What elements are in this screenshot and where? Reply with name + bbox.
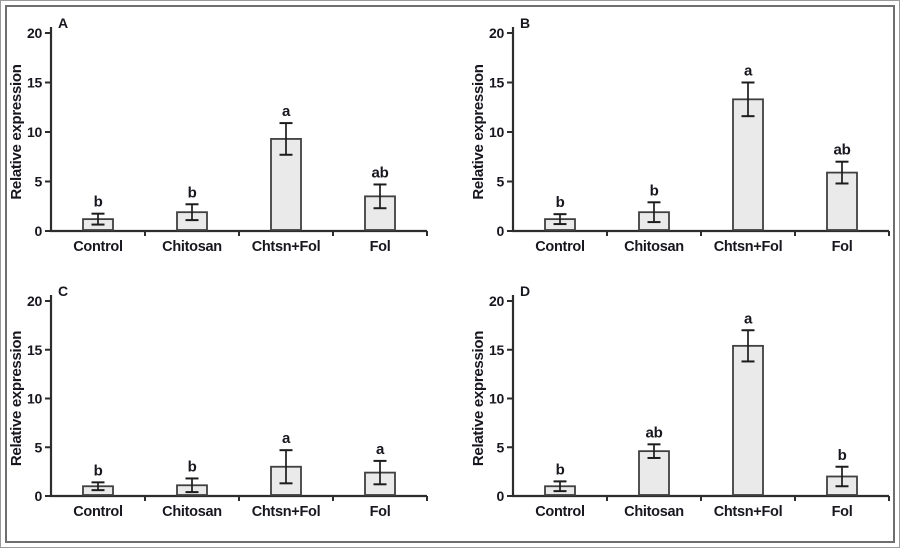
y-tick-label: 0 (35, 488, 43, 504)
x-category-label: Control (535, 239, 584, 255)
y-tick-label: 15 (489, 342, 504, 358)
bar-chart-a: A Relative expression 0 5 10 15 20 b Control b Chi… (8, 15, 428, 255)
y-tick-label: 5 (497, 439, 505, 455)
y-tick-label: 20 (489, 25, 504, 41)
y-tick-label: 5 (35, 174, 43, 190)
y-tick-label: 0 (497, 223, 505, 239)
y-tick-label: 10 (489, 124, 504, 140)
panel-letter: D (520, 283, 530, 299)
y-tick-label: 10 (27, 124, 42, 140)
x-category-label: Fol (832, 504, 853, 520)
bar-chart-b: B Relative expression 0 5 10 15 20 b Control b Chi… (470, 15, 890, 255)
significance-letter: a (744, 63, 753, 80)
y-tick-label: 15 (27, 75, 42, 91)
y-tick-label: 10 (27, 391, 42, 407)
significance-letter: b (94, 462, 103, 479)
x-category-label: Chitosan (624, 504, 684, 520)
significance-letter: a (376, 441, 385, 458)
y-tick-label: 15 (489, 75, 504, 91)
panel-letter: A (58, 15, 68, 31)
y-tick-label: 20 (489, 293, 504, 309)
y-tick-label: 0 (497, 488, 505, 504)
significance-letter: a (282, 103, 291, 120)
y-axis-label: Relative expression (470, 64, 487, 199)
x-category-label: Chitosan (624, 239, 684, 255)
chart-panel-a: A Relative expression 0 5 10 15 20 b Control b Chi… (1, 1, 452, 276)
significance-letter: b (556, 461, 565, 478)
y-tick-label: 20 (27, 25, 42, 41)
y-axis-label: Relative expression (8, 64, 25, 199)
x-category-label: Chtsn+Fol (252, 504, 321, 520)
x-category-label: Chtsn+Fol (252, 239, 321, 255)
x-category-label: Chtsn+Fol (714, 239, 783, 255)
significance-letter: a (744, 310, 753, 327)
y-tick-label: 0 (35, 223, 43, 239)
x-category-label: Fol (370, 504, 391, 520)
significance-letter: ab (646, 424, 663, 441)
bar-chtsn+fol (732, 98, 764, 231)
chart-panel-b: B Relative expression 0 5 10 15 20 b Control b Chi… (452, 1, 902, 276)
significance-letter: b (188, 184, 197, 201)
y-tick-label: 10 (489, 391, 504, 407)
y-axis-label: Relative expression (8, 331, 25, 466)
bar-chart-c: C Relative expression 0 5 10 15 20 b Control b Chi… (8, 283, 428, 520)
y-tick-label: 5 (497, 174, 505, 190)
panel-letter: C (58, 283, 68, 299)
significance-letter: b (94, 194, 103, 211)
x-category-label: Chtsn+Fol (714, 504, 783, 520)
significance-letter: ab (372, 164, 389, 181)
x-category-label: Chitosan (162, 504, 222, 520)
x-category-label: Fol (370, 239, 391, 255)
panel-letter: B (520, 15, 530, 31)
significance-letter: ab (834, 142, 851, 159)
y-tick-label: 15 (27, 342, 42, 358)
significance-letter: b (838, 447, 847, 464)
x-category-label: Control (73, 504, 122, 520)
chart-panel-c: C Relative expression 0 5 10 15 20 b Control b Chi… (1, 276, 452, 551)
significance-letter: b (188, 458, 197, 475)
significance-letter: b (556, 194, 565, 211)
y-axis-label: Relative expression (470, 331, 487, 466)
x-category-label: Control (73, 239, 122, 255)
significance-letter: a (282, 430, 291, 447)
y-tick-label: 20 (27, 293, 42, 309)
bar-chtsn+fol (732, 344, 764, 496)
x-category-label: Fol (832, 239, 853, 255)
x-category-label: Control (535, 504, 584, 520)
x-category-label: Chitosan (162, 239, 222, 255)
significance-letter: b (650, 182, 659, 199)
y-tick-label: 5 (35, 439, 43, 455)
chart-panel-d: D Relative expression 0 5 10 15 20 b Control ab Ch… (452, 276, 902, 551)
